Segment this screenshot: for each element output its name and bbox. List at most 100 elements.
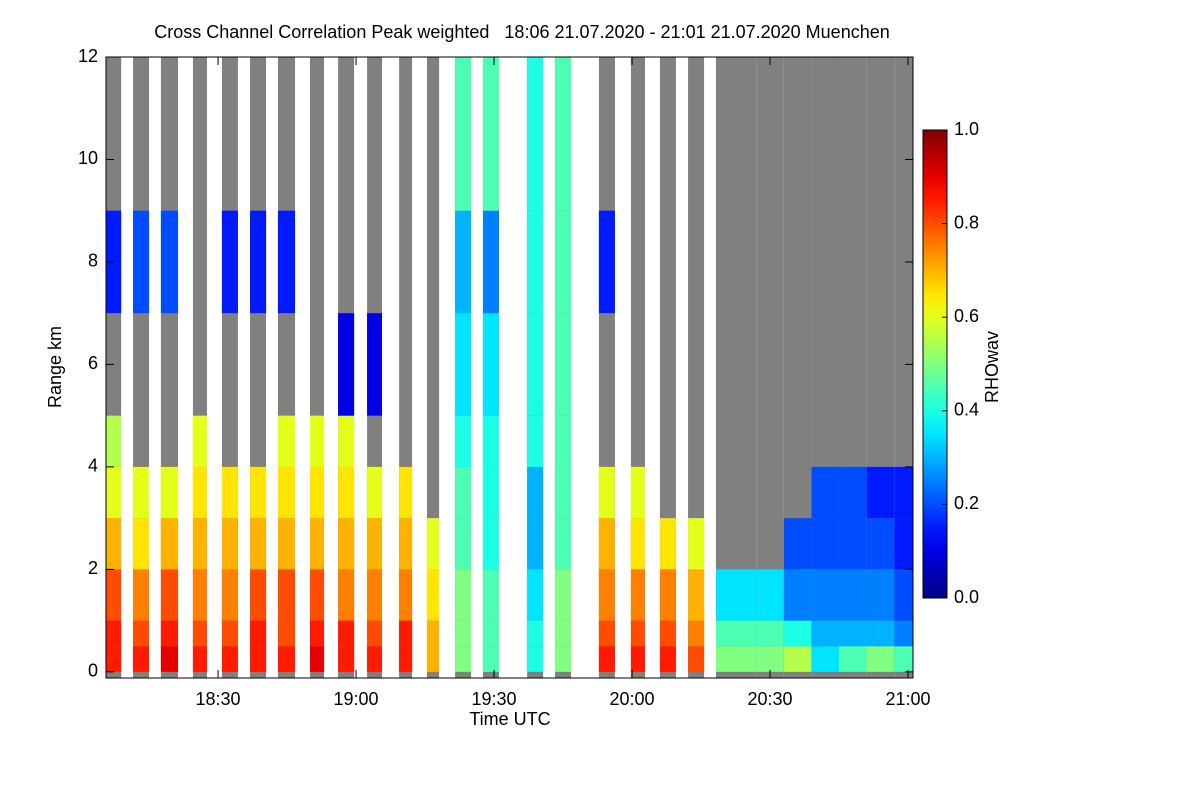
heatmap-cell: [426, 569, 440, 621]
heatmap-cell: [250, 646, 267, 672]
x-tick-label: 20:00: [610, 689, 655, 709]
heatmap-cell: [811, 569, 840, 621]
heatmap-cell: [133, 466, 150, 519]
heatmap-cell: [250, 466, 267, 519]
heatmap-cell: [527, 466, 544, 519]
heatmap-cell: [555, 210, 572, 314]
y-tick-label: 6: [88, 353, 98, 373]
heatmap-cell: [399, 569, 413, 621]
heatmap-cell: [221, 466, 238, 519]
heatmap-cell: [630, 518, 646, 570]
heatmap-cell: [630, 569, 646, 621]
heatmap-cell: [483, 57, 500, 211]
heatmap-cell: [659, 620, 676, 647]
heatmap-cell: [483, 646, 500, 672]
heatmap-cell: [399, 518, 413, 570]
heatmap-cell: [894, 646, 913, 672]
heatmap-cell: [555, 313, 572, 416]
heatmap-cell: [598, 210, 615, 314]
colorbar-label: RHOwav: [982, 331, 1002, 403]
heatmap-cell: [527, 57, 544, 211]
heatmap-cell: [455, 57, 472, 211]
x-tick-label: 18:30: [196, 689, 241, 709]
y-tick-label: 0: [88, 661, 98, 681]
heatmap-cell: [192, 466, 208, 519]
heatmap-cell: [598, 518, 615, 570]
heatmap-cell: [277, 466, 296, 519]
heatmap-cell: [598, 466, 615, 519]
heatmap-cell: [399, 646, 413, 672]
heatmap-cell: [309, 415, 325, 467]
heatmap-cell: [483, 313, 500, 416]
heatmap-cell: [367, 569, 382, 621]
chart-title: Cross Channel Correlation Peak weighted …: [154, 22, 890, 42]
heatmap-cell: [630, 646, 646, 672]
heatmap-cell: [192, 415, 208, 467]
heatmap-cell: [894, 569, 913, 621]
x-tick-label: 21:00: [886, 689, 931, 709]
heatmap-cell: [455, 415, 472, 467]
heatmap-cell: [527, 646, 544, 672]
heatmap-cell: [399, 620, 413, 647]
heatmap-cell: [756, 569, 784, 621]
heatmap-cell: [688, 518, 705, 570]
colorbar: [922, 129, 948, 599]
heatmap-cell: [715, 646, 757, 672]
heatmap-cell: [106, 569, 122, 621]
heatmap-cell: [839, 646, 867, 672]
heatmap-cell: [598, 569, 615, 621]
colorbar-tick-label: 0.2: [954, 493, 979, 513]
heatmap-cell: [192, 518, 208, 570]
heatmap-cell: [527, 210, 544, 314]
heatmap-cell: [455, 518, 472, 570]
colorbar-tick-label: 0.8: [954, 212, 979, 232]
heatmap-cell: [756, 620, 784, 647]
heatmap-cell: [106, 466, 122, 519]
heatmap-cell: [309, 569, 325, 621]
heatmap-cell: [133, 518, 150, 570]
heatmap-cell: [455, 313, 472, 416]
heatmap-cell: [277, 620, 296, 647]
heatmap-cell: [367, 313, 382, 416]
heatmap-cell: [367, 620, 382, 647]
heatmap-cell: [866, 646, 895, 672]
heatmap-cell: [277, 210, 296, 314]
heatmap-cell: [783, 518, 812, 570]
heatmap-cell: [106, 415, 122, 467]
heatmap-cell: [455, 569, 472, 621]
heatmap-cell: [527, 620, 544, 647]
x-tick-label: 20:30: [748, 689, 793, 709]
heatmap-cell: [426, 646, 440, 672]
heatmap-cell: [715, 620, 757, 647]
heatmap-cell: [783, 620, 812, 647]
heatmap-cell: [894, 466, 913, 519]
heatmap-cell: [483, 466, 500, 519]
heatmap-cell: [866, 518, 895, 570]
heatmap-cell: [192, 569, 208, 621]
heatmap-cell: [483, 569, 500, 621]
y-tick-label: 4: [88, 456, 98, 476]
heatmap-cell: [277, 646, 296, 672]
heatmap-cell: [483, 415, 500, 467]
heatmap-cell: [630, 620, 646, 647]
heatmap-cell: [688, 620, 705, 647]
heatmap-cell: [192, 620, 208, 647]
heatmap-cell: [811, 646, 840, 672]
heatmap-cell: [160, 646, 179, 672]
plot-frame: [105, 56, 914, 679]
y-tick-label: 2: [88, 558, 98, 578]
heatmap-cell: [866, 466, 895, 519]
heatmap-cell: [338, 646, 355, 672]
heatmap-cell: [555, 57, 572, 211]
heatmap-cell: [811, 466, 840, 519]
heatmap-cell: [811, 620, 840, 647]
heatmap-cell: [783, 646, 812, 672]
heatmap-cell: [811, 518, 840, 570]
heatmap-cell: [106, 646, 122, 672]
heatmap-cell: [715, 569, 757, 621]
heatmap-cell: [659, 569, 676, 621]
heatmap-cell: [399, 466, 413, 519]
heatmap-cell: [338, 569, 355, 621]
heatmap-cell: [527, 518, 544, 570]
heatmap-cell: [839, 620, 867, 647]
